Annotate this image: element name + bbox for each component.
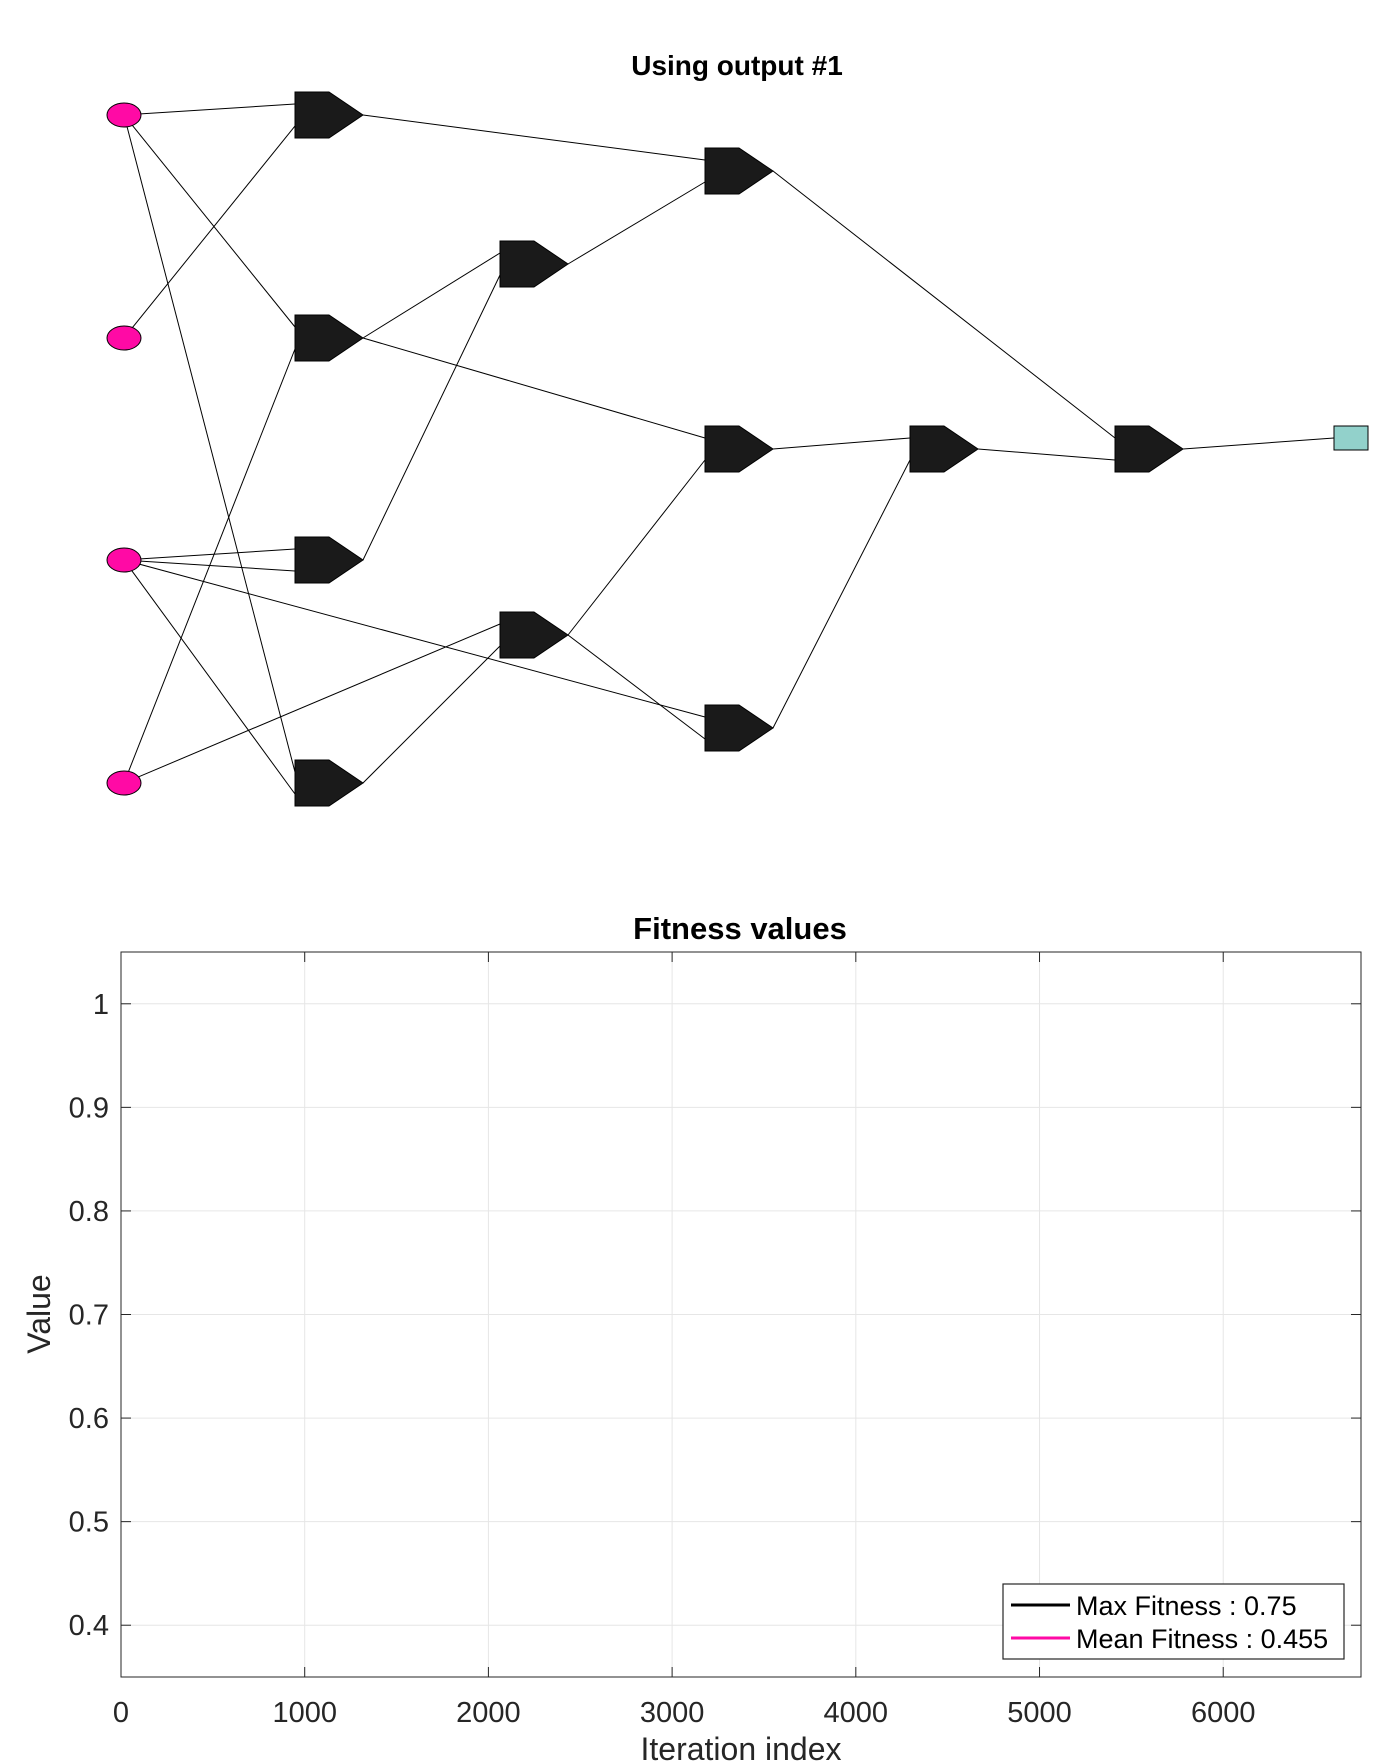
fitness-plot: Fitness values 0 1000 2000 3000 4000 5000 6000… (21, 911, 1362, 1764)
network-panel: Using output #1 (106, 50, 1369, 807)
edge-g2-to-g8 (362, 337, 706, 439)
x-tick-label: 2000 (456, 1697, 521, 1729)
legend-box (1002, 1583, 1345, 1660)
edge-in3-to-g3 (123, 548, 296, 561)
network-title: Using output #1 (631, 50, 843, 81)
gate-node-g9 (704, 704, 774, 752)
y-tick-label: 1 (93, 989, 109, 1021)
y-tick-label: 0.5 (69, 1507, 109, 1539)
input-node-in4 (106, 770, 142, 796)
gate-node-g11 (1114, 425, 1184, 473)
x-tick-label: 5000 (1007, 1697, 1072, 1729)
edge-in4-to-g6 (123, 623, 501, 784)
y-tick-label: 0.6 (69, 1403, 109, 1435)
legend: Max Fitness : 0.75 Mean Fitness : 0.455 (1002, 1583, 1345, 1660)
edge-g5-to-g7 (567, 181, 706, 265)
grid-lines (121, 952, 1361, 1677)
edge-in3-to-g4 (123, 559, 296, 795)
edge-g1-to-g7 (362, 114, 706, 161)
edge-in3-to-g9 (123, 559, 706, 718)
input-node-in1 (106, 102, 142, 128)
x-axis-label: Iteration index (640, 1731, 841, 1764)
gate-node-g5 (499, 240, 569, 288)
gate-node-g10 (909, 425, 979, 473)
gate-node-g6 (499, 611, 569, 659)
edge-in1-to-g4 (123, 114, 296, 773)
y-tick-label: 0.9 (69, 1092, 109, 1124)
legend-label-mean-fitness: Mean Fitness : 0.455 (1076, 1624, 1328, 1654)
input-node-in2 (106, 325, 142, 351)
edge-in1-to-g2 (123, 114, 296, 328)
gate-node-g7 (704, 147, 774, 195)
edge-g6-to-g8 (567, 459, 706, 636)
x-tick-label: 0 (113, 1697, 129, 1729)
y-tick-label: 0.8 (69, 1196, 109, 1228)
y-axis-ticks: 0.4 0.5 0.6 0.7 0.8 0.9 1 (69, 989, 1361, 1642)
gate-node-g3 (294, 536, 364, 584)
edge-g7-to-g11 (772, 170, 1116, 439)
gate-node-g8 (704, 425, 774, 473)
y-tick-label: 0.7 (69, 1300, 109, 1332)
x-tick-label: 4000 (824, 1697, 889, 1729)
gate-node-g4 (294, 759, 364, 807)
x-axis-ticks: 0 1000 2000 3000 4000 5000 6000 (113, 952, 1256, 1729)
edge-in3-to-g3 (123, 559, 296, 572)
input-node-in3 (106, 547, 142, 573)
edge-g6-to-g9 (567, 634, 706, 740)
y-axis-label: Value (21, 1274, 57, 1353)
chart-title: Fitness values (633, 911, 847, 946)
edge-g8-to-g10 (772, 437, 911, 450)
edge-g11-to-output (1182, 437, 1335, 450)
edge-g3-to-g5 (362, 274, 501, 561)
x-tick-label: 1000 (272, 1697, 337, 1729)
x-tick-label: 6000 (1191, 1697, 1256, 1729)
edge-g4-to-g6 (362, 645, 501, 784)
output-node (1333, 425, 1369, 451)
y-tick-label: 0.4 (69, 1610, 109, 1642)
network-edges (123, 103, 1335, 795)
edge-g10-to-g11 (977, 448, 1116, 461)
edge-in2-to-g1 (123, 125, 296, 339)
gate-node-g1 (294, 91, 364, 139)
edge-in1-to-g1 (123, 103, 296, 116)
edge-g9-to-g10 (772, 459, 911, 729)
x-tick-label: 3000 (640, 1697, 705, 1729)
network-nodes (106, 91, 1369, 807)
edge-g2-to-g5 (362, 252, 501, 339)
legend-label-max-fitness: Max Fitness : 0.75 (1076, 1591, 1297, 1621)
gate-node-g2 (294, 314, 364, 362)
